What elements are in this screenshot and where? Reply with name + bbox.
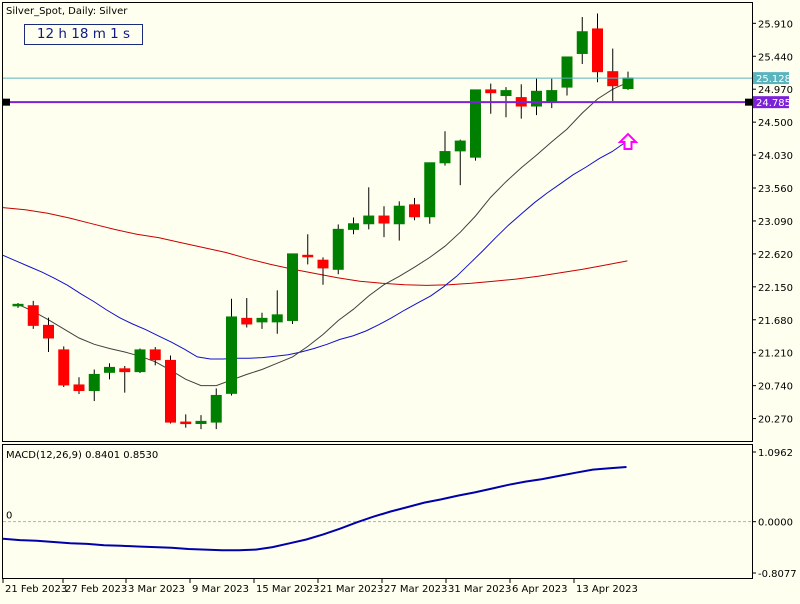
bullish-candle: [271, 314, 283, 323]
level-line-handle-right[interactable]: [745, 98, 752, 106]
bearish-candle: [409, 204, 420, 218]
bearish-candle: [241, 317, 253, 325]
bullish-candle: [454, 140, 466, 152]
price-panel-frame: [2, 2, 753, 442]
macd-tick-label: 0.0000: [758, 518, 793, 529]
price-labels: 25.128 24.785: [753, 72, 791, 109]
ma-slow-line: [2, 207, 628, 286]
bullish-candle: [622, 77, 634, 89]
ma-fast-line: [17, 81, 629, 387]
macd-tick-label: -0.8077: [758, 569, 797, 580]
bullish-candle: [332, 228, 344, 270]
macd-main-line: [2, 466, 627, 552]
bullish-candle: [210, 394, 222, 423]
bearish-candle: [43, 324, 54, 339]
bullish-candle: [363, 215, 375, 225]
bearish-candle: [119, 368, 131, 373]
up-arrow-icon: [617, 132, 639, 151]
level-price-label-box: [753, 96, 789, 109]
price-tick-label: 23.090: [758, 217, 793, 228]
ma-slow-layer: [2, 207, 628, 286]
ma-mid-layer: [2, 142, 626, 360]
bullish-candle: [531, 90, 542, 107]
bullish-candle: [424, 162, 436, 218]
bid-price-label-box: [753, 72, 789, 85]
level-price-label: 24.785: [756, 98, 791, 109]
level-line-handle-left[interactable]: [3, 98, 10, 106]
bearish-candle: [378, 215, 390, 224]
time-tick-label: 27 Mar 2023: [384, 584, 447, 595]
price-tick-label: 20.270: [758, 415, 793, 426]
macd-tick-label: 1.0962: [758, 448, 793, 459]
price-tick-label: 24.970: [758, 85, 793, 96]
bullish-candle: [439, 151, 451, 164]
bearish-candle: [592, 28, 603, 73]
bearish-candle: [58, 349, 70, 386]
macd-zero-label: 0: [6, 511, 12, 522]
time-tick-label: 13 Apr 2023: [576, 584, 638, 595]
price-tick-label: 20.740: [758, 382, 793, 393]
bullish-candle: [576, 31, 588, 54]
bullish-candle: [348, 223, 359, 230]
up-arrow-shape: [617, 132, 639, 151]
bullish-candle: [226, 316, 237, 394]
bullish-candle: [134, 349, 146, 373]
price-tick-label: 22.150: [758, 283, 793, 294]
macd-panel-frame: [2, 444, 753, 579]
time-tick-label: 31 Mar 2023: [448, 584, 511, 595]
bearish-candle: [27, 305, 39, 326]
bullish-candle: [470, 89, 481, 158]
bearish-candle: [485, 89, 497, 94]
ma-mid-line: [2, 142, 626, 360]
time-tick-label: 9 Mar 2023: [192, 584, 249, 595]
bearish-candle: [165, 359, 176, 423]
bullish-candle: [88, 373, 100, 392]
bullish-candle: [393, 205, 405, 225]
bullish-candle: [287, 253, 298, 321]
price-tick-label: 25.440: [758, 52, 793, 63]
price-tick-label: 24.500: [758, 118, 793, 129]
chart-title: Silver_Spot, Daily: Silver: [6, 6, 128, 17]
ma-fast-layer: [17, 81, 629, 387]
price-tick-label: 23.560: [758, 184, 793, 195]
macd-line-path: [2, 466, 627, 552]
bearish-candle: [180, 421, 192, 425]
price-tick-label: 22.620: [758, 250, 793, 261]
bid-price-label: 25.128: [756, 74, 791, 85]
countdown-timer: 12 h 18 m 1 s: [24, 24, 143, 45]
bullish-candle: [195, 420, 207, 424]
bullish-candle: [12, 303, 24, 307]
time-tick-label: 3 Mar 2023: [128, 584, 185, 595]
time-tick-label: 6 Apr 2023: [512, 584, 567, 595]
bullish-candle: [104, 366, 115, 373]
price-tick-label: 21.210: [758, 349, 793, 360]
bearish-candle: [317, 259, 329, 269]
price-axis: 25.910 25.440 24.970 24.500 24.030 23.560 23.0…: [752, 19, 793, 426]
bearish-candle: [302, 254, 314, 258]
bearish-candle: [607, 71, 619, 87]
bearish-candle: [73, 384, 85, 392]
price-tick-label: 25.910: [758, 19, 793, 30]
time-tick-label: 21 Mar 2023: [320, 584, 383, 595]
bullish-candle: [546, 90, 558, 102]
price-tick-label: 21.680: [758, 316, 793, 327]
macd-axis: 1.0962 0.0000 -0.8077: [752, 448, 797, 580]
bearish-candle: [149, 349, 161, 361]
bullish-candle: [256, 317, 268, 323]
time-tick-label: 15 Mar 2023: [256, 584, 319, 595]
macd-title: MACD(12,26,9) 0.8401 0.8530: [6, 450, 158, 461]
price-tick-label: 24.030: [758, 151, 793, 162]
candles-layer: [12, 13, 634, 430]
bullish-candle: [561, 56, 573, 88]
time-tick-label: 21 Feb 2023: [5, 584, 67, 595]
time-tick-label: 27 Feb 2023: [65, 584, 127, 595]
bullish-candle: [500, 90, 512, 97]
